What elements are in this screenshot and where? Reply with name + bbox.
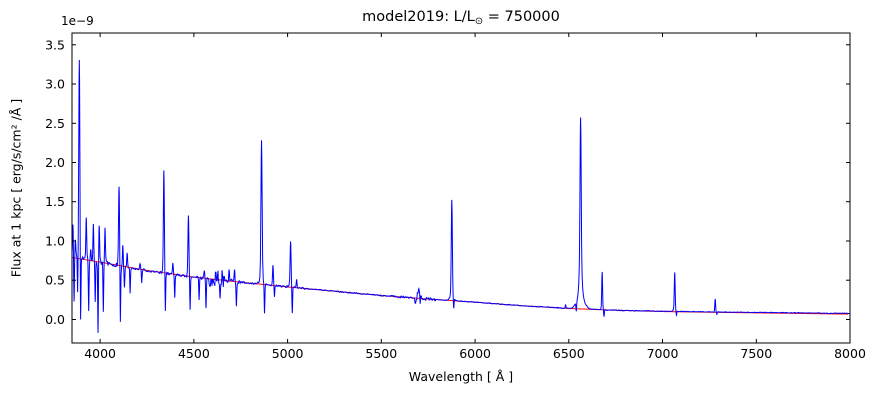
y-tick-label: 2.0 <box>45 155 65 170</box>
y-tick-label: 2.5 <box>45 116 65 131</box>
y-tick-label: 1.5 <box>45 194 65 209</box>
x-tick-label: 5000 <box>272 346 304 361</box>
y-tick-label: 3.5 <box>45 37 65 52</box>
x-axis-ticks: 4000 4500 5000 5500 6000 6500 7000 7500 8000 <box>84 33 866 361</box>
x-tick-label: 7500 <box>740 346 772 361</box>
x-tick-label: 4000 <box>84 346 116 361</box>
plot-title-text: model2019: L/L <box>362 9 475 25</box>
x-tick-label: 8000 <box>834 346 866 361</box>
x-tick-label: 5500 <box>365 346 397 361</box>
x-tick-label: 4500 <box>178 346 210 361</box>
y-tick-label: 3.0 <box>45 77 65 92</box>
x-axis-label: Wavelength [ Å ] <box>408 369 514 384</box>
y-tick-label: 1.0 <box>45 234 65 249</box>
x-tick-label: 6000 <box>459 346 491 361</box>
sun-symbol: ⊙ <box>474 16 484 27</box>
y-axis-ticks: 0.0 0.5 1.0 1.5 2.0 2.5 3.0 3.5 <box>45 37 850 327</box>
plot-title: model2019: L/L⊙ = 750000 <box>72 9 850 30</box>
plot-title-value: = 750000 <box>483 9 560 25</box>
x-tick-label: 6500 <box>553 346 585 361</box>
y-tick-label: 0.0 <box>45 312 65 327</box>
y-tick-label: 0.5 <box>45 273 65 288</box>
plot-border <box>71 32 851 344</box>
y-axis-offset-label: 1e−9 <box>61 14 94 28</box>
spectrum-line <box>72 60 850 333</box>
y-axis-label: Flux at 1 kpc [ erg/s/cm² /Å ] <box>8 98 24 278</box>
x-tick-label: 7000 <box>647 346 679 361</box>
